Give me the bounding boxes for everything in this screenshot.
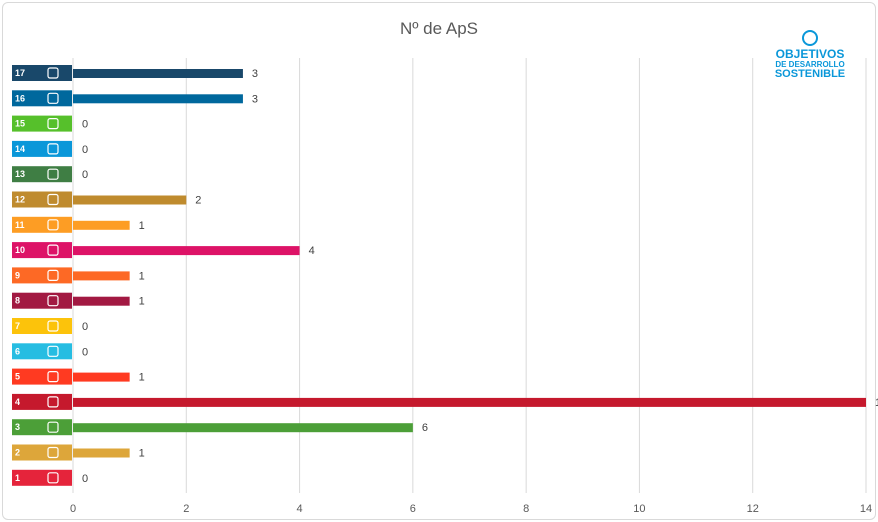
x-tick-label: 8 [523,503,529,515]
bar [73,220,130,230]
data-label: 0 [82,169,88,181]
sdg-badge-number: 16 [15,93,25,103]
x-tick-label: 10 [633,503,645,515]
sdg-1-icon [12,469,72,486]
x-tick-label: 14 [860,503,872,515]
un-globe-icon [802,30,818,46]
bar [73,397,866,407]
sdg-badge-number: 8 [15,296,20,306]
sdg-badge-number: 17 [15,68,25,78]
x-tick-label: 6 [410,503,416,515]
data-label: 4 [309,245,315,257]
sdg-12-icon [12,191,72,208]
logo-line-1: OBJETIVOS [775,47,845,61]
sdg-15-icon [12,115,72,132]
sdg-7-icon [12,318,72,334]
bar [73,448,130,458]
sdg-symbol-icon [47,295,59,307]
data-label: 1 [139,372,145,384]
sdg-badge-number: 4 [15,397,20,407]
data-label: 0 [82,119,88,131]
sdg-badge-number: 12 [15,195,25,205]
logo-line-3: SOSTENIBLE [774,68,846,80]
bar [73,296,130,306]
sdg-symbol-icon [47,421,59,433]
x-tick-label: 0 [70,503,76,515]
bar [73,372,130,382]
x-tick-label: 2 [183,503,189,515]
sdg-badge-number: 14 [15,144,25,154]
bar [73,423,413,433]
sdg-6-icon [12,343,72,360]
x-tick-label: 12 [747,503,759,515]
sdg-symbol-icon [47,396,59,408]
sdg-9-icon [12,267,72,284]
sdg-badge-number: 2 [15,448,20,458]
sdg-13-icon [12,166,72,183]
data-label: 1 [139,270,145,282]
data-label: 3 [252,93,258,105]
sdg-symbol-icon [47,472,59,484]
sdg-symbol-icon [47,67,59,79]
data-label: 0 [82,321,88,333]
data-label: 1 [875,397,878,409]
sdg-symbol-icon [47,143,59,155]
sdg-10-icon [12,242,72,259]
sdg-symbol-icon [47,244,59,256]
sdg-logo: OBJETIVOS DE DESARROLLO SOSTENIBLE [766,30,854,80]
sdg-3-icon [12,419,72,436]
bar [73,271,130,281]
logo-line-2: DE DESARROLLO [775,60,845,69]
sdg-badge-number: 13 [15,169,25,179]
sdg-5-icon [12,368,72,385]
sdg-badge-number: 15 [15,119,25,129]
sdg-symbol-icon [47,371,59,383]
data-label: 0 [82,144,88,156]
sdg-17-icon [12,65,72,81]
sdg-badge-number: 3 [15,422,20,432]
x-tick-label: 4 [297,503,303,515]
sdg-8-icon [12,292,72,309]
data-label: 1 [139,220,145,232]
sdg-badge-number: 11 [15,220,25,230]
sdg-14-icon [12,140,72,157]
data-label: 0 [82,346,88,358]
data-label: 1 [139,296,145,308]
sdg-badge-number: 9 [15,270,20,280]
sdg-badge-number: 5 [15,372,20,382]
sdg-symbol-icon [47,92,59,104]
sdg-symbol-icon [47,168,59,180]
sdg-badge-number: 1 [15,473,20,483]
bar [73,246,300,256]
bar [73,94,243,104]
sdg-11-icon [12,216,72,233]
sdg-symbol-icon [47,117,59,130]
bar [73,195,187,205]
sdg-symbol-icon [47,345,59,357]
data-label: 3 [252,68,258,80]
sdg-badge-number: 10 [15,245,25,255]
sdg-badge-number: 6 [15,346,20,356]
chart-title: Nº de ApS [399,19,479,38]
sdg-symbol-icon [47,193,59,206]
sdg-symbol-icon [47,219,59,231]
data-label: 2 [195,195,201,207]
data-label: 6 [422,422,428,434]
bar [73,69,243,78]
sdg-4-icon [12,393,72,410]
data-label: 0 [82,473,88,485]
data-label: 1 [139,448,145,460]
sdg-symbol-icon [47,269,59,281]
sdg-badge-number: 7 [15,321,20,331]
sdg-symbol-icon [47,446,59,459]
sdg-16-icon [12,90,72,107]
sdg-symbol-icon [47,320,59,332]
sdg-2-icon [12,444,72,461]
